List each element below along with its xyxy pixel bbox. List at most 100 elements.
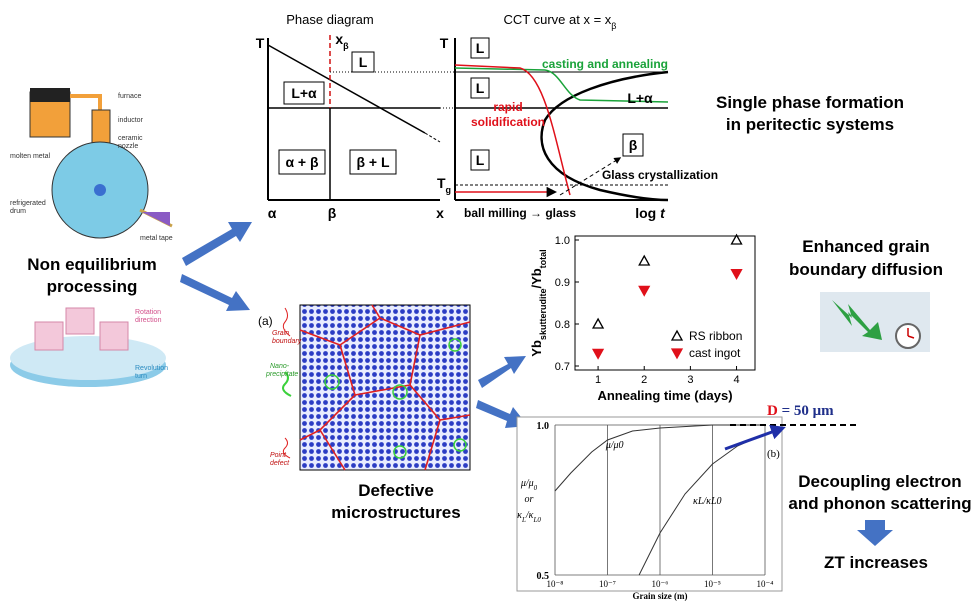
label: L+α: [627, 90, 653, 106]
x-axis-label: Grain size (m): [633, 591, 688, 601]
label: β: [343, 41, 349, 51]
melt-spinner-illustration-part: [94, 184, 106, 196]
x-tick-label: 10⁻⁴: [757, 579, 774, 589]
label: T: [256, 35, 265, 51]
x-tick-label: 2: [641, 374, 647, 386]
label: T: [440, 35, 449, 51]
y-tick-label: 0.5: [537, 571, 550, 582]
diffusion-icon: [820, 292, 930, 352]
flow-arrows-part: [478, 356, 526, 388]
melt-spinner-illustration-part: [70, 96, 100, 110]
flow-arrows-part: [180, 274, 250, 311]
label: L: [476, 40, 485, 56]
label: x: [436, 205, 444, 221]
y-axis-label-part: /κ: [525, 510, 534, 521]
label: rapid: [493, 100, 522, 114]
x-tick-label: 1: [595, 374, 601, 386]
tg-label: Tg: [437, 175, 451, 195]
label: ZT increases: [824, 553, 928, 572]
legend-marker: [672, 331, 682, 340]
label: L+α: [291, 85, 317, 101]
scatter-point: [732, 270, 742, 279]
label: turn: [135, 373, 147, 380]
label: casting and annealing: [542, 57, 668, 71]
label: β + L: [356, 154, 390, 170]
label: ceramic: [118, 135, 143, 142]
flow-arrows-part: [857, 520, 893, 546]
processing-title: Non equilibrium: [27, 255, 156, 274]
label: L: [476, 152, 485, 168]
label: defect: [270, 460, 290, 467]
x-beta: xβ: [335, 31, 349, 51]
annotation: D = 50 μm: [767, 403, 834, 419]
flow-arrows-part: [182, 222, 252, 266]
y-axis-label-part: or: [525, 494, 534, 505]
label: log: [635, 205, 660, 221]
label: α: [268, 205, 277, 221]
melt-spinner-illustration-part: [30, 88, 70, 102]
scatter-point: [639, 256, 649, 265]
label: inductor: [118, 117, 144, 124]
label: drum: [10, 208, 26, 215]
microstructure-image: [283, 305, 470, 470]
label: Nano-: [270, 363, 290, 370]
label: Single phase formation: [716, 93, 904, 112]
label: Phase diagram: [286, 12, 373, 27]
y-tick-label: 0.9: [555, 277, 570, 289]
y-axis-label-part: μ/μ: [520, 478, 534, 489]
label: Grain: [272, 330, 289, 337]
y-tick-label: 1.0: [537, 421, 550, 432]
label: furnace: [118, 93, 141, 100]
y-axis-label-part: /Yb: [529, 268, 544, 288]
ball-mill-illustration-part: [66, 308, 94, 334]
processing-title: processing: [47, 277, 138, 296]
y-tick-label: 0.8: [555, 319, 570, 331]
y-axis-label-part: total: [538, 249, 548, 268]
label: precipitate: [265, 371, 298, 378]
ball-mill-illustration-part: [100, 322, 128, 350]
melt-spinner-illustration: furnace inductor ceramic nozzle molten m…: [10, 88, 173, 242]
y-axis-label-part: 0: [534, 484, 538, 492]
series-label: μ/μ0: [605, 440, 624, 451]
label: (a): [258, 314, 273, 328]
scatter-point: [593, 319, 603, 328]
x-tick-label: 10⁻⁷: [599, 579, 616, 589]
label: β: [629, 137, 638, 153]
label: CCT curve at x = x: [504, 12, 612, 27]
y-axis-label-part: L0: [532, 516, 541, 524]
label: L: [476, 80, 485, 96]
y-axis-label: Ybskutterudite/Ybtotal: [529, 249, 548, 356]
melt-spinner-illustration-part: [92, 110, 110, 144]
x-axis-label: Annealing time (days): [597, 388, 732, 403]
figure: furnace inductor ceramic nozzle molten m…: [0, 0, 977, 611]
label: ball milling → glass: [464, 206, 576, 220]
charts: 1 2 3 4 1.0 0.9 0.8 0.7 Annealing time (days) Ybs…: [517, 235, 860, 601]
label: metal tape: [140, 235, 173, 242]
label: refrigerated: [10, 200, 46, 207]
label: boundary: [272, 338, 302, 345]
annotation-symbol: D: [767, 403, 778, 419]
label: Enhanced grain: [802, 237, 930, 256]
x-tick-label: 3: [687, 374, 693, 386]
label: Defective: [358, 481, 434, 500]
x-tick-label: 10⁻⁸: [547, 579, 564, 589]
log-t: log t: [635, 205, 666, 221]
label: nozzle: [118, 143, 138, 150]
scatter-point: [639, 286, 649, 295]
x-tick-label: 10⁻⁵: [704, 579, 721, 589]
label: solidification: [471, 115, 545, 129]
label: Revolution: [135, 365, 168, 372]
label: microstructures: [331, 503, 460, 522]
label: Point: [270, 452, 287, 459]
series-label: κL/κL0: [693, 496, 722, 507]
y-tick-label: 0.7: [555, 361, 570, 373]
label: direction: [135, 317, 162, 324]
ball-mill-illustration: Rotation direction Revolution turn: [10, 308, 168, 387]
label: g: [446, 185, 452, 195]
x-tick-label: 10⁻⁶: [652, 579, 669, 589]
cct-title: CCT curve at x = xβ: [504, 12, 617, 31]
ball-mill-illustration-part: [35, 322, 63, 350]
label: Decoupling electron: [798, 472, 961, 491]
label: molten metal: [10, 153, 51, 160]
x-tick-label: 4: [733, 374, 739, 386]
